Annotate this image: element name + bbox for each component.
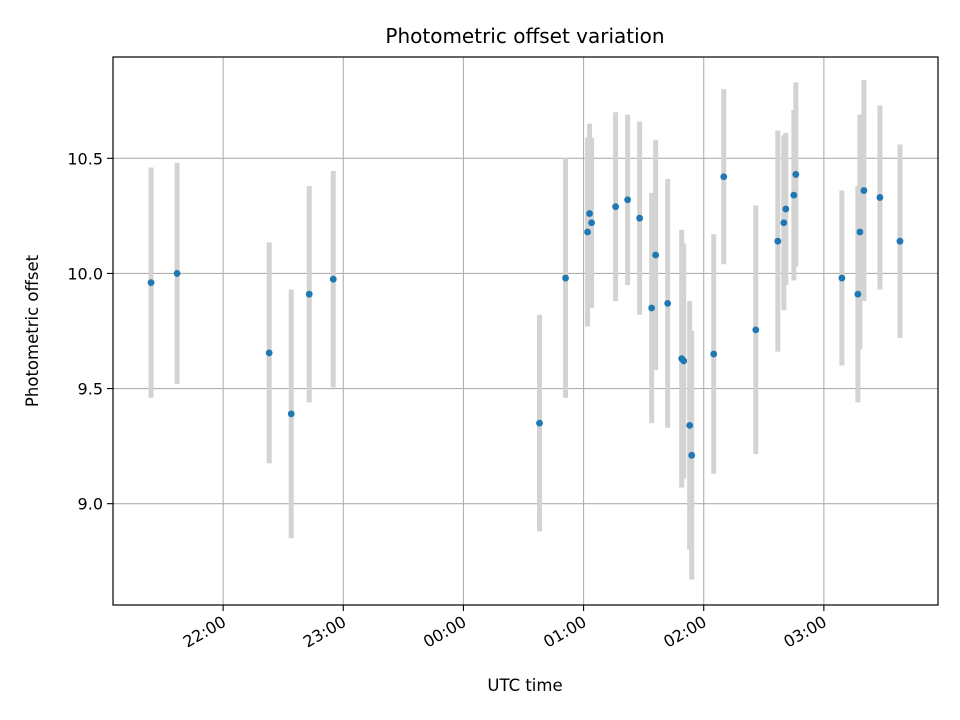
data-point — [588, 219, 595, 227]
data-point — [305, 290, 313, 298]
error-bars — [148, 80, 903, 580]
data-point — [636, 214, 644, 222]
x-tick-label: 02:00 — [660, 612, 709, 652]
data-points — [147, 171, 904, 459]
x-tick-label: 01:00 — [540, 612, 589, 652]
grid — [113, 57, 938, 605]
data-point — [774, 237, 782, 245]
y-axis-title: Photometric offset — [23, 254, 42, 407]
data-point — [854, 290, 862, 298]
x-tick-label: 03:00 — [780, 612, 829, 652]
data-point — [648, 304, 656, 312]
data-point — [752, 326, 760, 334]
x-tick-label: 22:00 — [180, 612, 229, 652]
data-point — [720, 173, 728, 181]
data-point — [896, 237, 904, 245]
data-point — [612, 203, 620, 211]
data-point — [287, 410, 295, 418]
data-point — [838, 274, 846, 282]
data-point — [782, 205, 790, 213]
y-tick-label: 10.0 — [67, 264, 103, 283]
data-point — [562, 274, 569, 282]
data-point — [688, 451, 696, 459]
data-point — [586, 210, 593, 217]
data-point — [710, 350, 718, 358]
data-point — [584, 228, 591, 236]
data-point — [780, 219, 788, 227]
data-point — [664, 299, 672, 307]
data-point — [792, 171, 800, 178]
data-point — [652, 251, 660, 259]
data-point — [876, 194, 884, 201]
data-point — [860, 187, 868, 194]
data-point — [624, 196, 632, 204]
data-point — [265, 349, 273, 357]
plot-frame — [112, 56, 939, 606]
data-point — [680, 357, 688, 365]
chart-title: Photometric offset variation — [385, 24, 664, 48]
data-point — [856, 228, 864, 236]
y-tick-label: 10.5 — [67, 149, 103, 168]
x-tick-label: 23:00 — [300, 612, 349, 652]
data-point — [790, 191, 798, 199]
data-point — [536, 419, 543, 427]
x-tick-label: 00:00 — [420, 612, 469, 652]
data-point — [686, 422, 694, 429]
x-axis-title: UTC time — [487, 676, 562, 695]
y-tick-label: 9.5 — [78, 380, 103, 399]
data-point — [173, 270, 181, 277]
data-point — [329, 275, 337, 283]
y-tick-label: 9.0 — [78, 495, 103, 514]
data-point — [147, 279, 155, 287]
